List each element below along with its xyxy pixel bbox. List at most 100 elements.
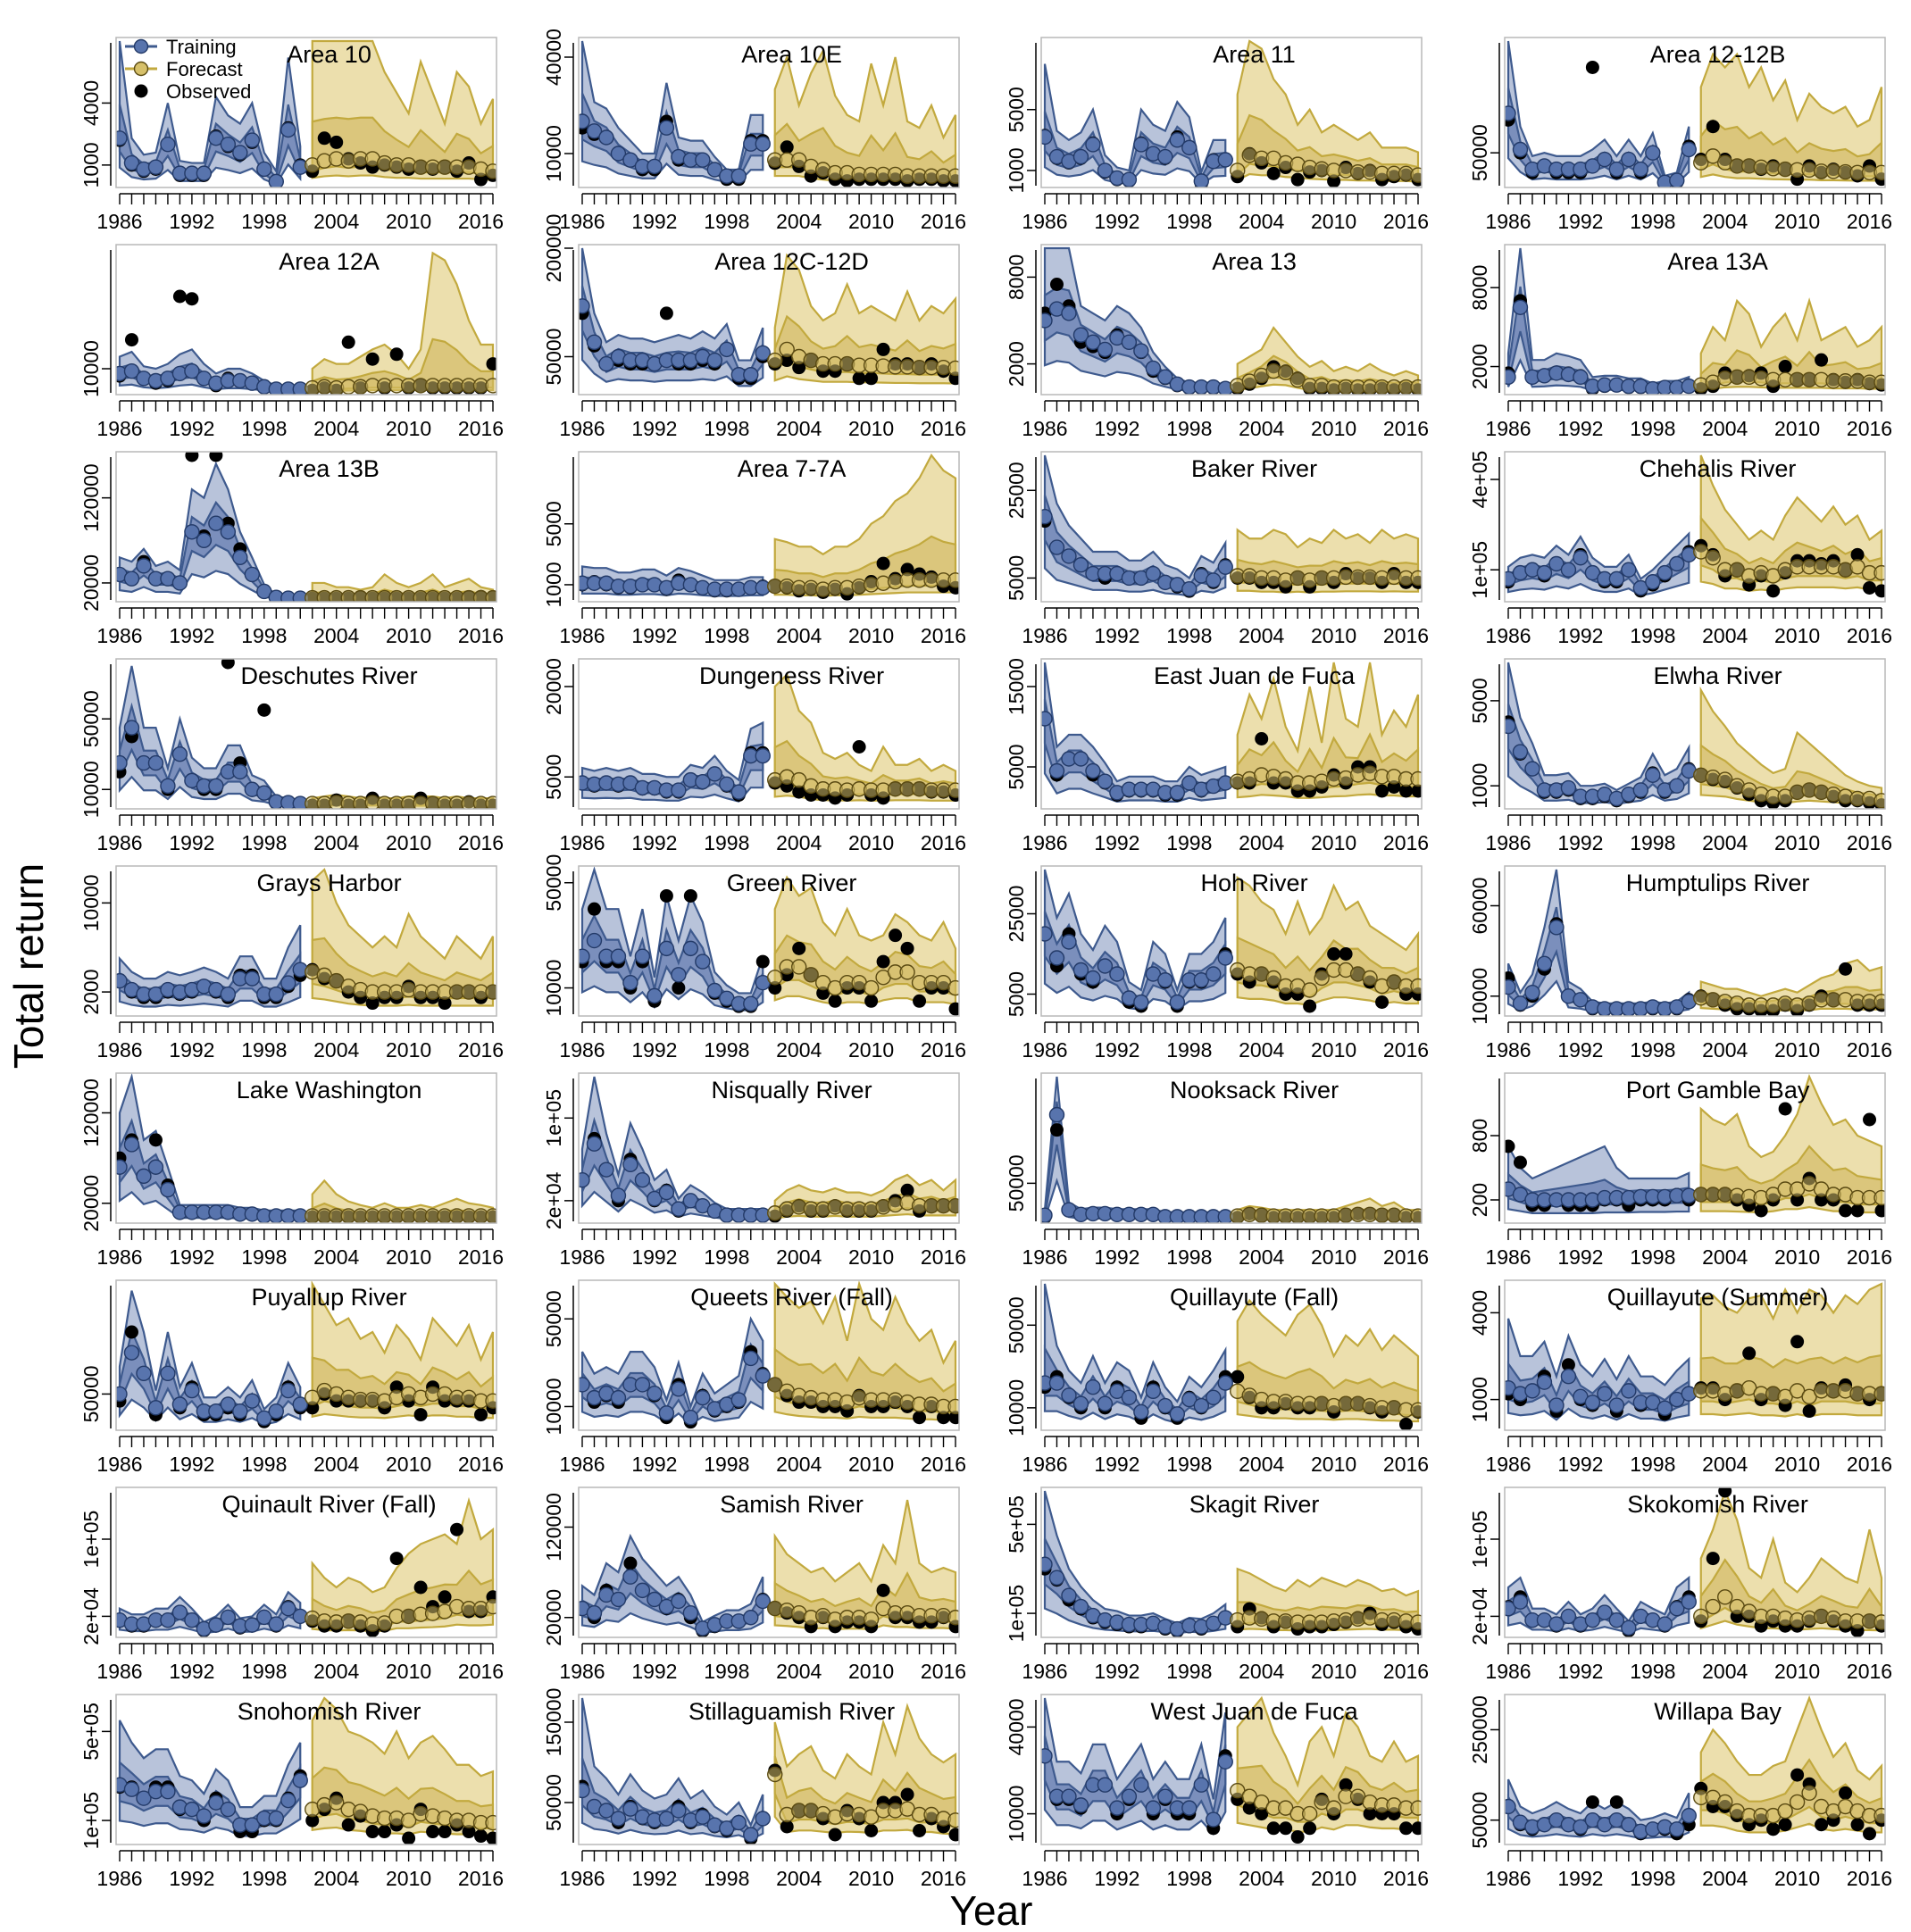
y-tick-label: 15000	[1005, 658, 1028, 715]
x-tick-label: 1986	[1485, 831, 1531, 854]
y-tick-label: 250000	[1468, 1695, 1491, 1764]
training-point	[256, 161, 272, 178]
observed-point	[792, 785, 806, 799]
x-tick-label: 2016	[921, 1660, 966, 1683]
panel-1: 10000 40000 1986 1992 1998 2004 2010 2016 Area 1…	[542, 29, 966, 233]
training-point	[1193, 1397, 1209, 1414]
training-point	[1621, 151, 1637, 168]
training-point	[268, 173, 284, 187]
observed-point	[413, 1408, 428, 1422]
y-tick-label: 5000	[1005, 971, 1028, 1017]
x-tick-label: 1998	[1630, 417, 1675, 440]
y-tick-label: 5e+05	[79, 1703, 103, 1761]
x-tick-label: 2004	[1239, 1038, 1284, 1062]
training-point	[1681, 141, 1697, 158]
training-point	[755, 345, 771, 362]
panel-title: Nisqually River	[712, 1077, 872, 1103]
panel-title: Puyallup River	[252, 1284, 407, 1311]
panel-frame	[115, 37, 497, 188]
x-tick-label: 2010	[848, 1867, 894, 1890]
x-tick-label: 2016	[458, 210, 504, 233]
plot-area	[1505, 869, 1885, 1016]
x-tick-label: 2016	[458, 831, 504, 854]
training-point	[244, 1617, 261, 1633]
y-tick-label: 10000	[79, 874, 103, 931]
panel-18: 5000 25000 1986 1992 1998 2004 2010 2016 Hoh Riv…	[1005, 865, 1429, 1062]
panel-title: Quillayute (Fall)	[1170, 1284, 1339, 1311]
training-band-outer	[118, 1720, 302, 1837]
panel-14: 5000 15000 1986 1992 1998 2004 2010 2016 East Ju…	[1005, 658, 1429, 854]
x-tick-label: 2004	[776, 210, 822, 233]
panel-frame	[115, 1279, 497, 1431]
y-tick-label: 8000	[1005, 254, 1028, 300]
panel-frame	[115, 1072, 497, 1224]
x-tick-label: 2010	[848, 417, 894, 440]
y-tick-label: 5e+05	[1005, 1495, 1028, 1553]
training-point	[1206, 1811, 1222, 1828]
plot-area	[579, 1697, 959, 1845]
observed-point	[948, 1002, 959, 1016]
panel-35: 50000 250000 1986 1992 1998 2004 2010 2016 Willa…	[1468, 1694, 1892, 1890]
panel-20: 20000 120000 1986 1992 1998 2004 2010 2016 Lake …	[79, 1072, 504, 1269]
plot-area	[1041, 1283, 1422, 1430]
panel-frame	[578, 1072, 960, 1224]
x-tick-label: 1998	[704, 210, 749, 233]
training-point	[1061, 934, 1077, 950]
training-point	[1085, 1379, 1101, 1395]
training-point	[1072, 1598, 1089, 1615]
training-point	[1041, 129, 1053, 146]
observed-point	[402, 1831, 416, 1845]
x-tick-label: 1992	[169, 1453, 214, 1476]
training-point	[610, 1591, 627, 1608]
training-point	[280, 1792, 296, 1809]
panel-title: Hoh River	[1201, 870, 1308, 896]
training-point	[647, 158, 663, 175]
x-tick-label: 1998	[241, 417, 287, 440]
panel-frame	[1504, 1486, 1886, 1638]
forecast-point	[1717, 771, 1733, 787]
training-point	[208, 130, 224, 146]
observed-point	[623, 1556, 638, 1570]
training-point	[1656, 564, 1673, 581]
x-tick-label: 2010	[1311, 624, 1356, 647]
training-point	[1097, 773, 1114, 789]
training-point	[579, 113, 590, 129]
panel-title: Humptulips River	[1626, 870, 1810, 896]
observed-point	[672, 981, 686, 995]
observed-point	[876, 954, 890, 969]
x-axis-label: Year	[950, 1887, 1033, 1932]
panel-frame	[115, 865, 497, 1017]
x-tick-label: 2016	[1383, 1245, 1429, 1269]
x-tick-label: 2016	[1847, 1038, 1892, 1062]
forecast-point	[1410, 1800, 1422, 1816]
forecast-point	[305, 1389, 321, 1405]
x-tick-label: 2004	[1702, 1867, 1748, 1890]
x-tick-label: 1992	[631, 210, 677, 233]
forecast-point	[485, 163, 497, 179]
y-tick-label: 5000	[542, 754, 565, 800]
training-point	[647, 987, 663, 1004]
panel-frame	[1504, 1279, 1886, 1431]
x-tick-label: 2010	[1311, 1453, 1356, 1476]
training-point	[1524, 761, 1540, 777]
training-point	[256, 785, 272, 801]
x-tick-label: 1998	[241, 1660, 287, 1683]
y-tick-label: 60000	[1468, 878, 1491, 935]
training-point	[184, 1612, 200, 1628]
training-point	[123, 720, 140, 736]
training-point	[160, 1181, 176, 1198]
y-tick-label: 5000	[1005, 87, 1028, 132]
training-point	[116, 972, 128, 989]
training-point	[1505, 978, 1516, 995]
panel-title: East Juan de Fuca	[1154, 662, 1356, 689]
x-tick-label: 1998	[1166, 1038, 1212, 1062]
panel-frame	[578, 865, 960, 1017]
panel-frame	[1040, 1694, 1423, 1845]
training-point	[1548, 1397, 1565, 1413]
x-tick-label: 1986	[96, 1038, 142, 1062]
observed-point	[864, 1824, 879, 1837]
training-point	[196, 165, 213, 181]
panel-title: Snohomish River	[238, 1698, 421, 1725]
y-tick-label: 1e+05	[542, 1089, 565, 1147]
training-point	[1181, 1391, 1198, 1408]
